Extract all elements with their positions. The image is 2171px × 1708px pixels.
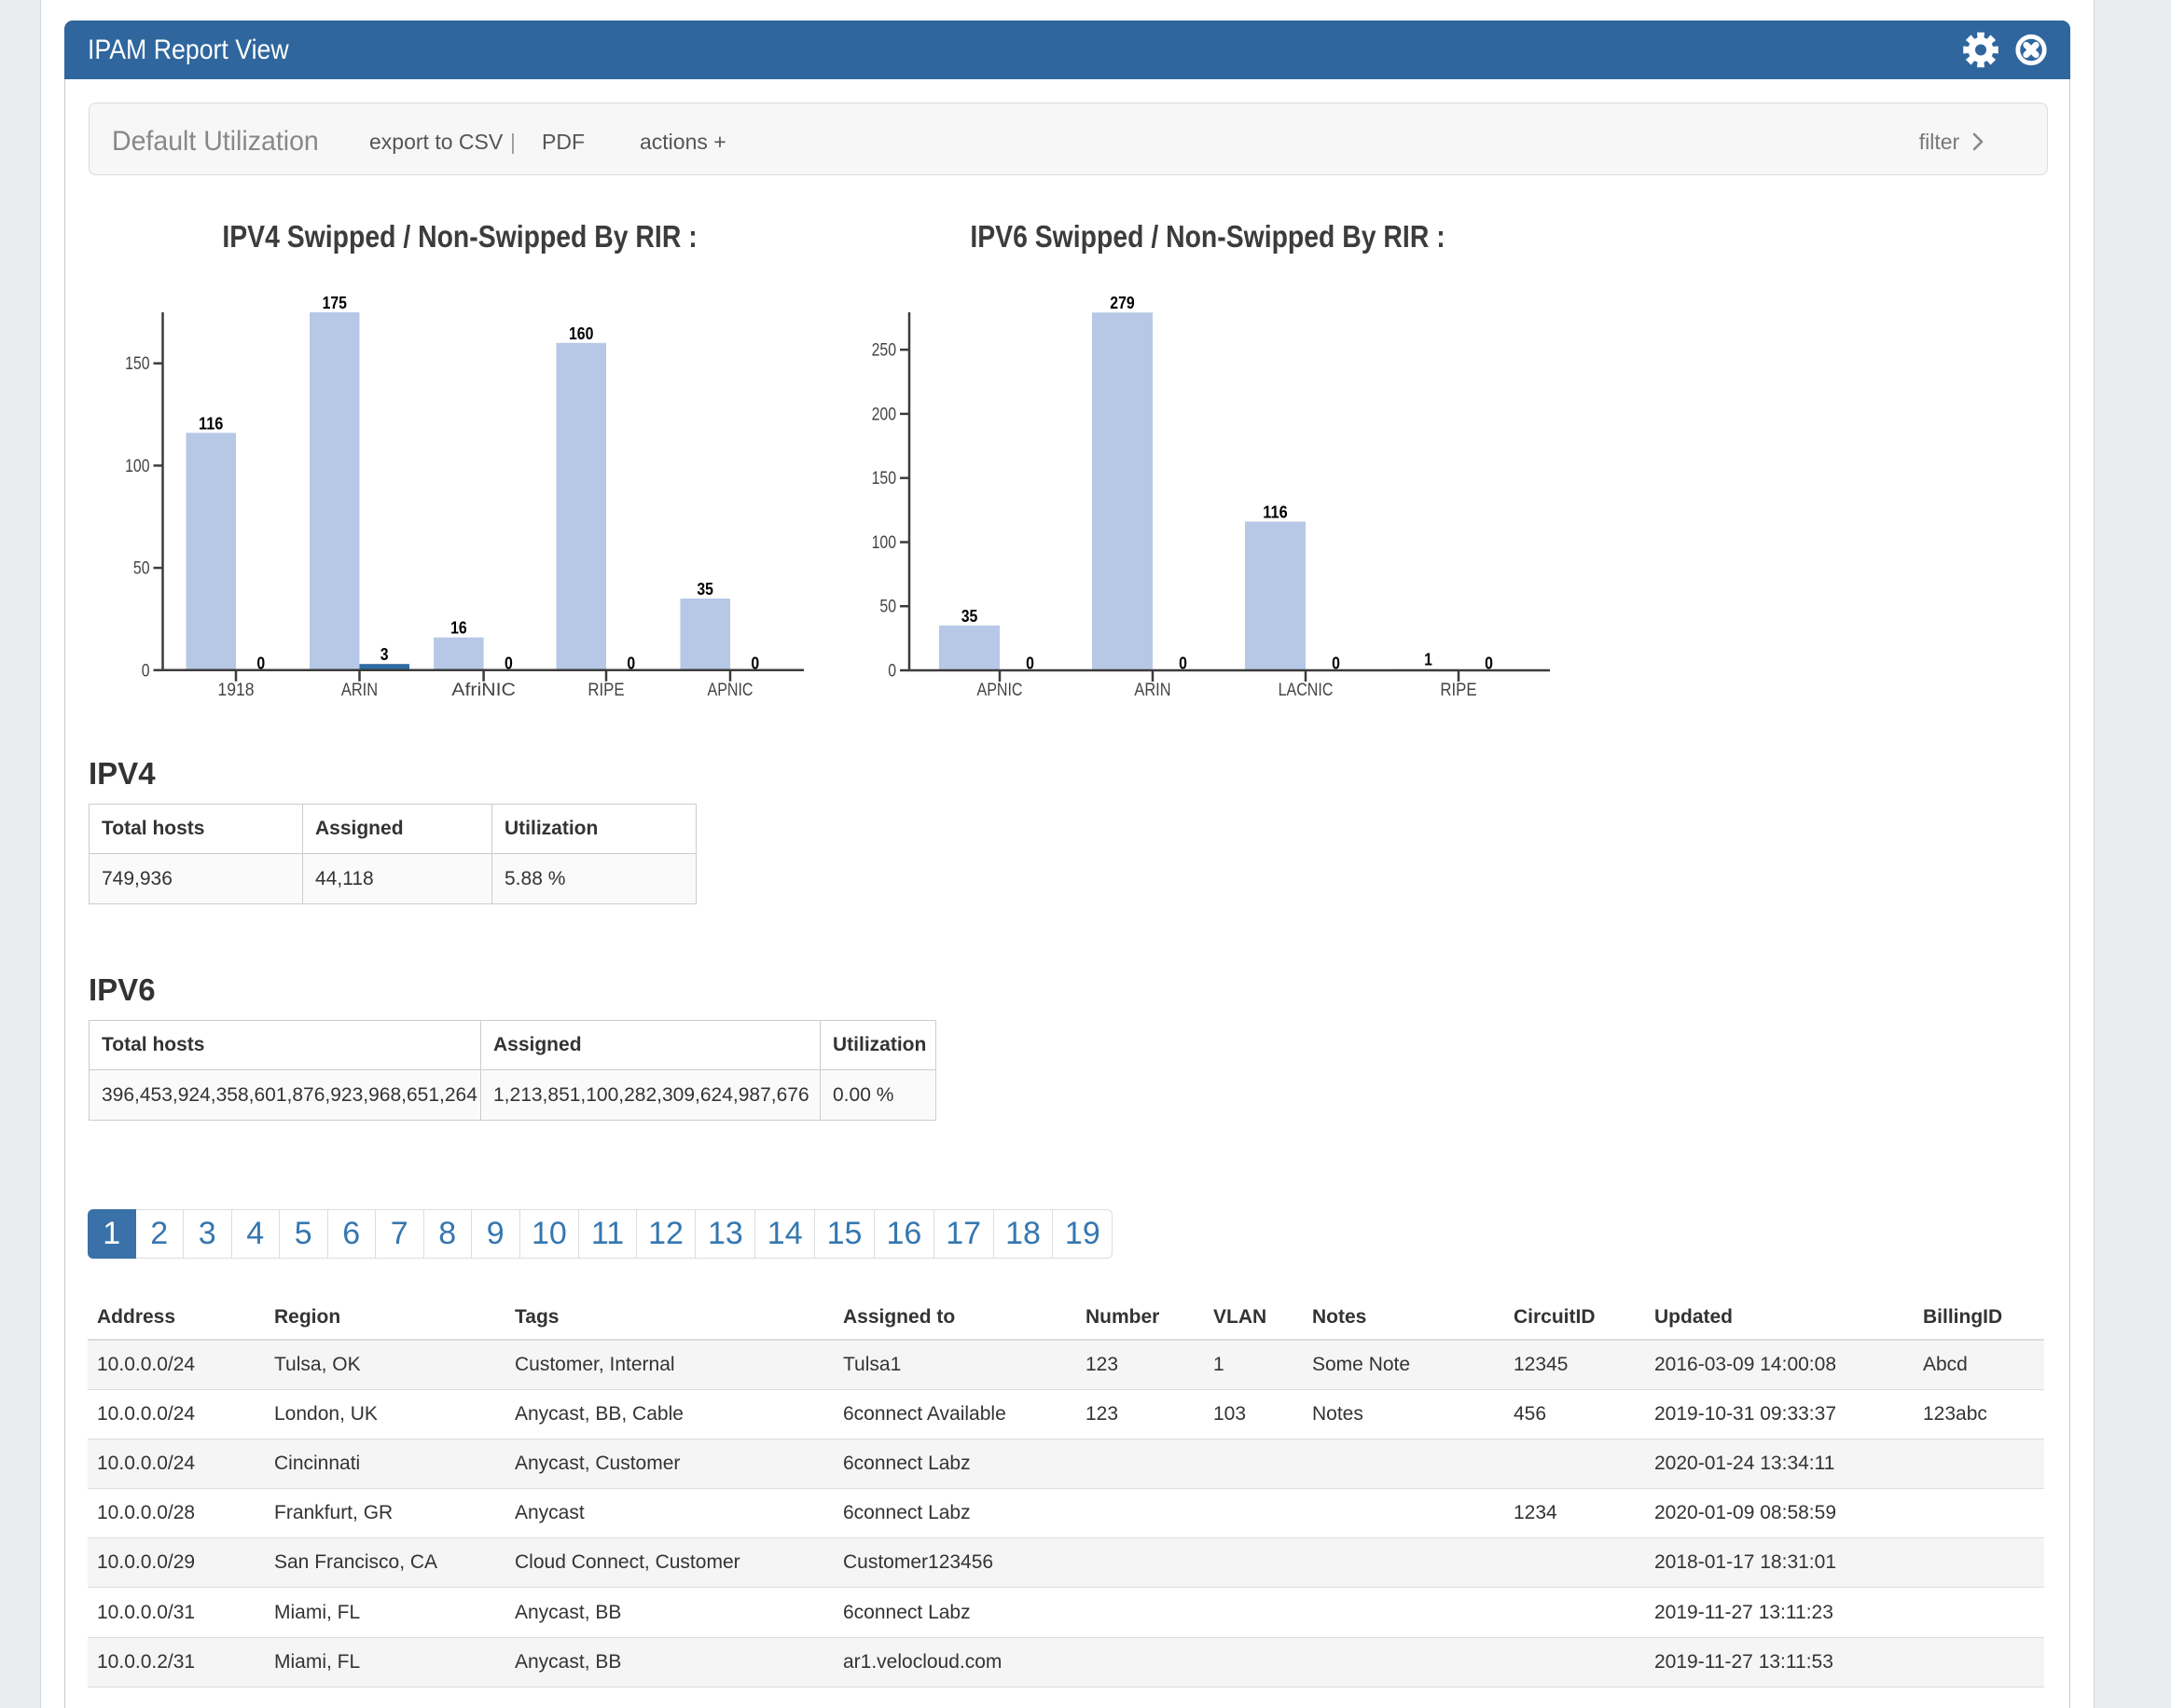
svg-text:RIPE: RIPE xyxy=(588,681,624,700)
svg-text:0: 0 xyxy=(1179,654,1187,673)
svg-text:50: 50 xyxy=(133,559,150,579)
svg-text:150: 150 xyxy=(872,469,896,489)
svg-text:LACNIC: LACNIC xyxy=(1279,681,1334,700)
svg-text:APNIC: APNIC xyxy=(977,681,1023,700)
svg-text:116: 116 xyxy=(1263,503,1287,521)
svg-text:APNIC: APNIC xyxy=(708,681,754,700)
svg-text:RIPE: RIPE xyxy=(1440,681,1476,700)
svg-text:3: 3 xyxy=(380,645,389,664)
svg-text:16: 16 xyxy=(450,619,467,638)
svg-text:250: 250 xyxy=(872,341,896,361)
svg-text:0: 0 xyxy=(1332,654,1340,673)
svg-text:0: 0 xyxy=(1026,654,1034,673)
svg-text:1: 1 xyxy=(1424,651,1432,669)
svg-text:116: 116 xyxy=(199,414,223,433)
svg-text:200: 200 xyxy=(872,405,896,424)
svg-text:100: 100 xyxy=(125,457,149,476)
svg-text:0: 0 xyxy=(751,654,759,672)
svg-text:0: 0 xyxy=(256,654,265,672)
svg-text:35: 35 xyxy=(961,607,978,626)
svg-text:AfriNIC: AfriNIC xyxy=(451,681,516,700)
svg-text:0: 0 xyxy=(142,661,150,681)
svg-text:0: 0 xyxy=(627,654,635,672)
svg-text:150: 150 xyxy=(125,354,149,374)
svg-text:ARIN: ARIN xyxy=(341,681,378,700)
svg-text:50: 50 xyxy=(879,598,896,617)
svg-text:279: 279 xyxy=(1110,294,1134,312)
svg-text:100: 100 xyxy=(872,533,896,553)
svg-text:1918: 1918 xyxy=(217,681,254,700)
svg-text:175: 175 xyxy=(323,294,347,312)
svg-text:0: 0 xyxy=(505,654,513,672)
svg-text:160: 160 xyxy=(569,324,593,343)
svg-text:35: 35 xyxy=(697,580,713,599)
svg-text:0: 0 xyxy=(888,662,896,682)
svg-text:ARIN: ARIN xyxy=(1134,681,1170,700)
svg-text:0: 0 xyxy=(1485,654,1493,673)
